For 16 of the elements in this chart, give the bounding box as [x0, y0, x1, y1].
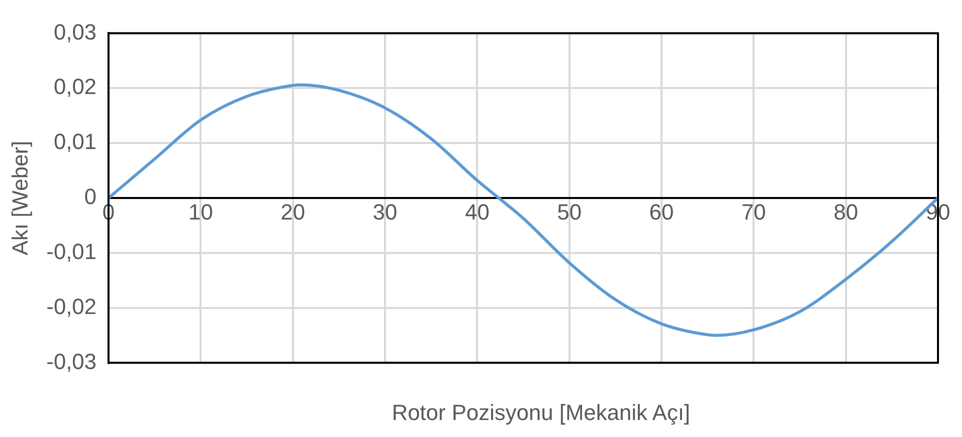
x-tick-label: 40 [464, 199, 490, 224]
x-tick-label: 30 [372, 199, 398, 224]
y-tick-label: 0,01 [54, 129, 97, 154]
y-tick-label: -0,03 [46, 348, 97, 374]
x-tick-label: 80 [834, 199, 858, 224]
x-axis-title: Rotor Pozisyonu [Mekanik Açı] [390, 400, 692, 426]
x-tick-label: 60 [649, 199, 674, 224]
x-tick-label: 20 [280, 199, 306, 224]
y-tick-label: -0,02 [46, 294, 97, 319]
x-tick-label: 70 [741, 199, 766, 224]
x-tick-label: 10 [188, 199, 213, 224]
x-tick-label: 50 [557, 199, 582, 224]
y-tick-label: 0,03 [54, 19, 97, 44]
y-axis-title: Akı [Weber] [7, 140, 32, 256]
y-tick-label: -0,01 [46, 238, 97, 264]
y-tick-label: 0,02 [54, 74, 97, 100]
